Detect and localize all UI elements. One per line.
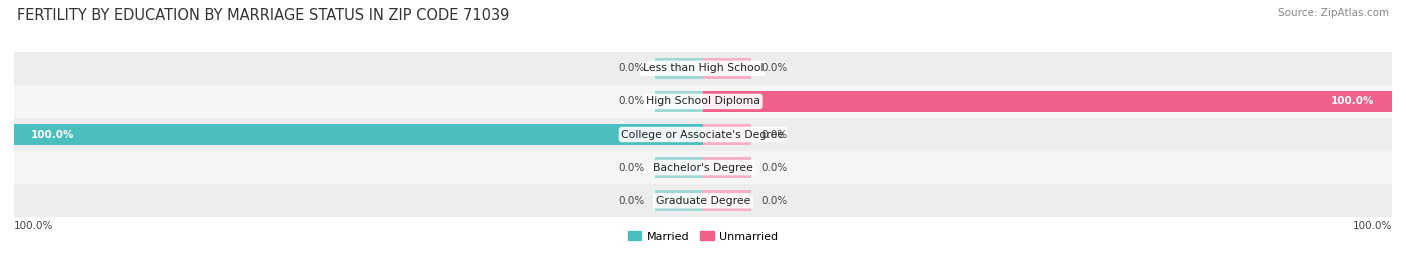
Text: 100.0%: 100.0% <box>1331 96 1375 107</box>
Bar <box>14 124 703 145</box>
Legend: Married, Unmarried: Married, Unmarried <box>623 227 783 246</box>
Text: Source: ZipAtlas.com: Source: ZipAtlas.com <box>1278 8 1389 18</box>
Text: 0.0%: 0.0% <box>762 162 787 173</box>
Bar <box>14 151 1392 184</box>
Text: 100.0%: 100.0% <box>1353 221 1392 231</box>
Text: High School Diploma: High School Diploma <box>647 96 759 107</box>
Text: FERTILITY BY EDUCATION BY MARRIAGE STATUS IN ZIP CODE 71039: FERTILITY BY EDUCATION BY MARRIAGE STATU… <box>17 8 509 23</box>
Bar <box>655 190 703 211</box>
Text: 0.0%: 0.0% <box>619 162 644 173</box>
Text: 0.0%: 0.0% <box>762 129 787 140</box>
Text: 0.0%: 0.0% <box>619 196 644 206</box>
Bar <box>14 85 1392 118</box>
Text: Less than High School: Less than High School <box>643 63 763 73</box>
Bar <box>655 91 703 112</box>
Text: 0.0%: 0.0% <box>619 96 644 107</box>
Text: 0.0%: 0.0% <box>619 63 644 73</box>
Text: 0.0%: 0.0% <box>762 196 787 206</box>
Text: 100.0%: 100.0% <box>14 221 53 231</box>
Bar <box>703 157 751 178</box>
Bar <box>703 124 751 145</box>
Text: Graduate Degree: Graduate Degree <box>655 196 751 206</box>
Text: 0.0%: 0.0% <box>762 63 787 73</box>
Bar <box>14 118 1392 151</box>
Text: Bachelor's Degree: Bachelor's Degree <box>652 162 754 173</box>
Bar <box>703 58 751 79</box>
Bar <box>14 184 1392 217</box>
Text: 100.0%: 100.0% <box>31 129 75 140</box>
Bar <box>703 190 751 211</box>
Text: College or Associate's Degree: College or Associate's Degree <box>621 129 785 140</box>
Bar <box>655 157 703 178</box>
Bar <box>703 91 1392 112</box>
Bar <box>655 58 703 79</box>
Bar <box>14 52 1392 85</box>
